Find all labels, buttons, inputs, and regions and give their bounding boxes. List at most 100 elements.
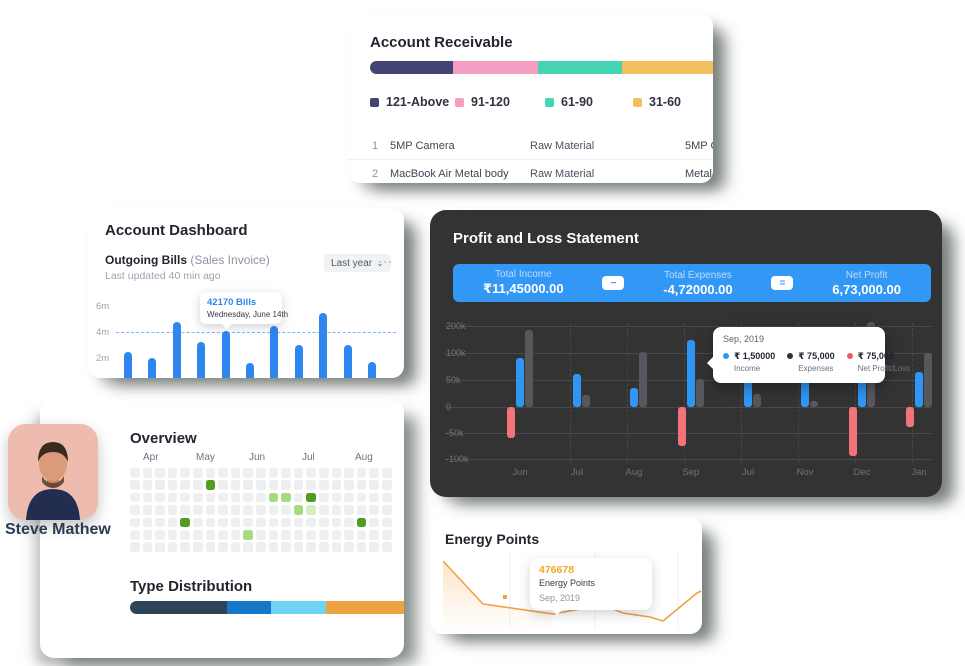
heatmap-cell	[268, 517, 279, 528]
overview-card: Overview Type Distribution Apr May Jun Jul A…	[40, 398, 404, 658]
account-dashboard-title: Account Dashboard	[105, 222, 248, 239]
total-expenses-stat: Total Expenses -4,72000.00	[663, 269, 733, 297]
total-income-stat: Total Income ₹11,45000.00	[483, 269, 564, 296]
heatmap-cell	[142, 492, 153, 503]
avatar	[8, 424, 98, 520]
heatmap-cell	[180, 480, 190, 490]
heatmap-cell	[243, 505, 253, 515]
heatmap-cell	[319, 542, 329, 552]
expenses-bar	[753, 393, 761, 407]
receivable-aging-bar	[370, 61, 713, 74]
outgoing-bar	[319, 312, 328, 378]
vertical-gridline	[741, 323, 742, 463]
minus-icon: −	[602, 276, 625, 290]
heatmap-cell	[180, 542, 190, 552]
profit-loss-card: Profit and Loss Statement Total Income ₹…	[430, 210, 942, 497]
heatmap-cell	[155, 468, 165, 478]
heatmap-cell	[281, 492, 291, 503]
heatmap-cell	[167, 468, 178, 478]
heatmap-cell	[230, 492, 241, 503]
type-distribution-title: Type Distribution	[130, 578, 253, 595]
equals-icon: =	[771, 276, 794, 290]
heatmap-cell	[382, 480, 392, 490]
heatmap-cell	[130, 492, 140, 503]
heatmap-cell	[230, 530, 241, 540]
more-options-icon[interactable]: ···	[378, 254, 393, 268]
heatmap-cell	[193, 505, 203, 515]
heatmap-cell	[306, 480, 316, 490]
heatmap-cell	[331, 480, 342, 490]
heatmap-cell	[256, 492, 266, 503]
heatmap-cell	[293, 517, 304, 528]
table-row[interactable]: 1 5MP Camera Raw Material 5MP Camera	[348, 132, 713, 159]
heatmap-cell	[205, 530, 216, 540]
table-cell: 1	[372, 140, 379, 152]
pl-chart: 200k 100k 50k 0 -50k -100k Jun Jul Aug Sep Jul Nov D…	[430, 315, 942, 485]
heatmap-cell	[268, 542, 279, 552]
heatmap-cell	[369, 492, 379, 503]
net-loss-bar	[906, 407, 914, 427]
heatmap-cell	[142, 542, 153, 552]
income-bar	[687, 339, 695, 407]
legend-label: 31-60	[649, 95, 681, 109]
energy-points-title: Energy Points	[445, 531, 540, 547]
aging-segment-1	[370, 61, 454, 74]
heatmap-cell	[293, 530, 304, 540]
x-axis-tick: Sep	[682, 467, 700, 478]
tooltip-label: Expenses	[798, 364, 834, 373]
range-select-button[interactable]: Last year ⌄	[324, 254, 391, 272]
heatmap-cell	[155, 542, 165, 552]
gridline	[445, 326, 932, 327]
heatmap-cell	[167, 505, 178, 515]
heatmap-cell	[356, 542, 367, 552]
heatmap-cell	[356, 530, 367, 540]
heatmap-cell	[344, 505, 354, 515]
tooltip-label: Income	[734, 364, 761, 373]
heatmap-cell	[218, 517, 228, 528]
heatmap-cell	[130, 517, 140, 528]
heatmap-cell	[306, 505, 316, 515]
table-cell: 5MP Camera	[390, 140, 455, 152]
heatmap-cell	[142, 517, 153, 528]
heatmap-cell	[193, 517, 203, 528]
heatmap-cell	[193, 542, 203, 552]
heatmap-cell	[218, 530, 228, 540]
tooltip-entry: ₹ 75,000 Expenses	[787, 351, 835, 373]
heatmap-cell	[281, 542, 291, 552]
x-axis-tick: Jan	[911, 467, 927, 478]
series-dot-icon	[787, 353, 794, 359]
heatmap-cell	[281, 530, 291, 540]
heatmap-cell	[167, 517, 178, 528]
heatmap-cell	[319, 492, 329, 503]
heatmap-cell	[205, 542, 216, 552]
heatmap-cell	[369, 505, 379, 515]
heatmap-month-label: May	[196, 452, 215, 463]
tooltip-entry: ₹ 1,50000 Income	[723, 351, 775, 373]
table-row[interactable]: 2 MacBook Air Metal body Raw Material Metal…	[348, 159, 713, 183]
heatmap-cell	[369, 530, 379, 540]
heatmap-cell	[243, 468, 253, 478]
energy-points-card: Energy Points 476678 Energy Points Sep, …	[430, 517, 702, 634]
distribution-segment-1	[130, 601, 227, 614]
heatmap-month-label: Jun	[249, 452, 266, 463]
heatmap-cell	[331, 530, 342, 540]
y-axis-tick: -100k	[446, 454, 469, 464]
heatmap-cell	[331, 468, 342, 478]
overview-title: Overview	[130, 430, 197, 447]
heatmap-cell	[293, 505, 304, 515]
heatmap-cell	[268, 492, 279, 503]
heatmap-cell	[243, 492, 253, 503]
heatmap-cell	[155, 517, 165, 528]
account-receivable-card: Account Receivable 121-Above 91-120 61-90 3…	[348, 14, 713, 183]
threshold-dashed-line	[116, 332, 396, 333]
vertical-gridline	[855, 323, 856, 463]
heatmap-cell	[155, 530, 165, 540]
gridline	[445, 433, 932, 434]
legend-label: 91-120	[471, 95, 510, 109]
last-updated-label: Last updated 40 min ago	[105, 270, 221, 282]
heatmap-cell	[281, 468, 291, 478]
heatmap-cell	[306, 517, 316, 528]
outgoing-bar	[124, 351, 132, 378]
profit-loss-summary-banner: Total Income ₹11,45000.00 − Total Expens…	[453, 264, 931, 302]
x-axis-tick: Dec	[853, 467, 871, 478]
